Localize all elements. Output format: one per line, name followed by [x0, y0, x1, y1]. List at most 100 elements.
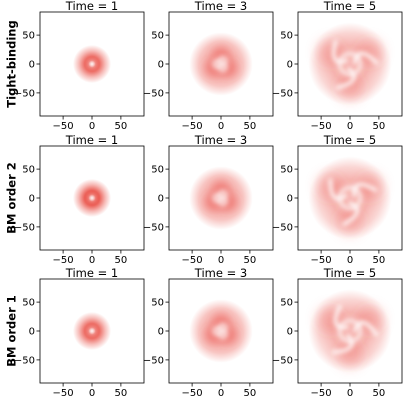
- swirl-gap-1: [352, 182, 378, 198]
- heatmap-image: [189, 299, 253, 363]
- x-tick-label: −50: [311, 121, 332, 132]
- swirl-gap-3: [341, 200, 359, 227]
- y-tick-label: 50: [151, 165, 164, 176]
- swirl-gap-2: [333, 304, 349, 330]
- y-tick-label: 0: [29, 194, 35, 205]
- y-tick-label: 50: [22, 165, 35, 176]
- trefoil-ring-3: [217, 62, 228, 72]
- heatmap-image: [72, 311, 112, 351]
- x-tick-label: 50: [115, 121, 128, 132]
- panel-title: Time = 5: [323, 0, 376, 13]
- wavepacket-arms: [317, 39, 383, 100]
- y-tick-label: −50: [272, 222, 293, 233]
- y-tick-label: 0: [29, 60, 35, 71]
- heatmap-image: [189, 166, 253, 230]
- y-tick-label: −50: [14, 88, 35, 99]
- panel-r0-c0: Time = 1 −50 0 50 50 0 −50: [14, 0, 145, 132]
- x-tick-label: 50: [373, 121, 386, 132]
- swirl-gaps: [328, 178, 378, 227]
- x-tick-label: −50: [182, 255, 203, 266]
- panel-title: Time = 1: [65, 0, 118, 13]
- y-tick-label: 0: [287, 194, 293, 205]
- y-tick-label: −50: [143, 355, 164, 366]
- panel-title: Time = 3: [194, 133, 247, 147]
- y-tick-label: 50: [280, 298, 293, 309]
- x-tick-label: 50: [244, 121, 257, 132]
- x-tick-label: 0: [89, 121, 95, 132]
- y-tick-label: −50: [14, 222, 35, 233]
- y-tick-label: −50: [143, 222, 164, 233]
- x-tick-label: 50: [244, 388, 257, 399]
- wavepacket-lobe-2: [204, 59, 222, 78]
- panel-title: Time = 1: [65, 133, 118, 147]
- heatmap-image: [308, 22, 392, 106]
- x-tick-label: −50: [182, 388, 203, 399]
- swirl-gap-1: [352, 51, 380, 66]
- swirl-gap-2: [331, 39, 349, 64]
- y-tick-label: 0: [158, 60, 164, 71]
- swirl-gap-2: [328, 178, 348, 201]
- x-tick-label: 50: [373, 255, 386, 266]
- x-tick-label: −50: [53, 255, 74, 266]
- x-tick-label: 0: [347, 121, 353, 132]
- y-tick-label: 0: [29, 327, 35, 338]
- trefoil-ring-3: [217, 196, 228, 206]
- x-tick-label: −50: [311, 388, 332, 399]
- trefoil-rings: [212, 56, 228, 72]
- y-tick-label: 0: [287, 327, 293, 338]
- wavepacket-center: [88, 327, 96, 335]
- panel-title: Time = 5: [323, 266, 376, 280]
- heatmap-image: [72, 44, 112, 84]
- panel-title: Time = 3: [194, 266, 247, 280]
- y-tick-label: 50: [22, 298, 35, 309]
- wavepacket-center: [88, 194, 96, 202]
- panel-r2-c0: Time = 1 −50 0 50 50 0 −50: [14, 266, 145, 399]
- trefoil-rings: [212, 323, 228, 339]
- wavepacket-arm-3: [337, 341, 363, 367]
- swirl-gap-1: [352, 320, 379, 337]
- x-tick-label: 50: [115, 388, 128, 399]
- wavepacket-arm-3: [337, 74, 363, 100]
- wavepacket-arm-1: [357, 306, 383, 333]
- panel-r1-c0: Time = 1 −50 0 50 50 0 −50: [14, 133, 145, 266]
- y-tick-label: 0: [158, 327, 164, 338]
- y-tick-label: −50: [143, 88, 164, 99]
- y-tick-label: −50: [272, 355, 293, 366]
- y-tick-label: −50: [14, 355, 35, 366]
- panel-title: Time = 1: [65, 266, 118, 280]
- x-tick-label: 0: [218, 255, 224, 266]
- trefoil-ring-3: [217, 329, 228, 339]
- x-tick-label: −50: [182, 121, 203, 132]
- panel-r0-c2: Time = 5 −50 0 50 50 0 −50: [272, 0, 403, 132]
- swirl-center-ring: [338, 52, 362, 76]
- row-label-2: BM order 1: [5, 295, 19, 367]
- wavepacket-center: [88, 60, 96, 68]
- panel-r2-c1: Time = 3 −50 0 50 50 0 −50: [143, 266, 274, 399]
- y-tick-label: −50: [272, 88, 293, 99]
- y-tick-label: 50: [22, 31, 35, 42]
- heatmap-image: [308, 289, 392, 373]
- x-tick-label: 0: [89, 255, 95, 266]
- heatmap-image: [189, 32, 253, 96]
- y-tick-label: 50: [280, 165, 293, 176]
- wavepacket-lobes: [204, 46, 238, 78]
- x-tick-label: 0: [89, 388, 95, 399]
- swirl-gaps: [332, 304, 379, 354]
- y-tick-label: 0: [287, 60, 293, 71]
- panel-r1-c2: Time = 5 −50 0 50 50 0 −50: [272, 133, 403, 266]
- x-tick-label: 0: [218, 388, 224, 399]
- y-tick-label: 50: [151, 31, 164, 42]
- y-tick-label: 0: [158, 194, 164, 205]
- swirl-center-ring: [338, 319, 362, 343]
- wavepacket-lobe-2: [204, 193, 222, 212]
- panel-title: Time = 3: [194, 0, 247, 13]
- x-tick-label: 50: [244, 255, 257, 266]
- panel-r2-c2: Time = 5 −50 0 50 50 0 −50: [272, 266, 403, 399]
- heatmap-image: [72, 178, 112, 218]
- x-tick-label: 50: [373, 388, 386, 399]
- swirl-gap-3: [335, 66, 356, 90]
- x-tick-label: −50: [53, 388, 74, 399]
- wavepacket-arm-1: [357, 39, 383, 66]
- x-tick-label: 50: [115, 255, 128, 266]
- row-label-1: BM order 2: [5, 162, 19, 234]
